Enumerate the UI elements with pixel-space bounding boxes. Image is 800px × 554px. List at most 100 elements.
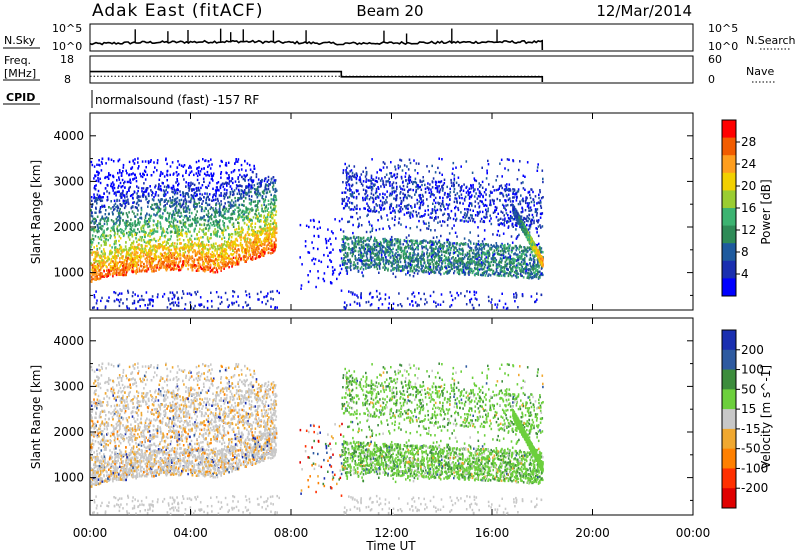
echo-cell <box>502 253 505 257</box>
echo-cell <box>119 265 121 268</box>
echo-cell <box>148 253 150 256</box>
echo-cell <box>184 232 187 235</box>
echo-cell <box>250 245 253 248</box>
echo-cell <box>173 193 176 196</box>
echo-cell <box>94 266 96 269</box>
echo-cell <box>160 262 162 265</box>
echo-cell <box>228 237 230 241</box>
echo-cell <box>154 214 157 217</box>
echo-cell <box>268 183 270 186</box>
echo-cell <box>184 223 186 226</box>
echo-cell <box>268 241 271 244</box>
echo-cell <box>171 190 173 193</box>
echo-cell <box>215 268 218 272</box>
echo-cell <box>207 244 210 247</box>
echo-cell <box>213 193 216 196</box>
echo-cell <box>126 251 128 254</box>
echo-cell <box>242 228 244 231</box>
echo-cell <box>479 262 482 265</box>
echo-cell <box>200 218 202 221</box>
echo-cell <box>197 188 200 192</box>
echo-cell <box>214 228 216 231</box>
echo-cell <box>204 266 207 269</box>
echo-cell <box>412 181 415 184</box>
echo-cell <box>97 180 100 183</box>
echo-cell <box>237 234 240 238</box>
echo-cell <box>274 181 276 184</box>
echo-cell <box>114 264 116 268</box>
echo-cell <box>260 180 262 183</box>
echo-cell <box>153 258 156 262</box>
echo-cell <box>173 252 175 255</box>
echo-cell <box>223 197 226 200</box>
echo-cell <box>132 261 134 264</box>
echo-cell <box>103 219 106 223</box>
echo-cell <box>163 205 165 208</box>
echo-cell <box>160 170 162 174</box>
echo-cell <box>191 269 194 272</box>
echo-cell <box>169 165 172 168</box>
echo-cell <box>194 242 196 245</box>
echo-cell <box>233 211 235 214</box>
echo-cell <box>175 251 177 254</box>
echo-cell <box>131 259 134 263</box>
echo-cell <box>94 200 96 203</box>
echo-cell <box>137 238 140 241</box>
echo-cell <box>474 200 477 203</box>
echo-cell <box>452 245 455 248</box>
echo-cell <box>516 178 519 181</box>
echo-cell <box>100 160 103 164</box>
echo-cell <box>451 184 453 187</box>
echo-cell <box>136 265 138 269</box>
echo-cell <box>537 277 540 280</box>
echo-cell <box>371 224 373 227</box>
echo-cell <box>380 215 382 218</box>
echo-cell <box>273 246 276 249</box>
echo-cell <box>91 215 94 218</box>
echo-cell <box>120 172 123 175</box>
echo-cell <box>102 233 104 237</box>
echo-cell <box>160 260 163 264</box>
echo-cell <box>158 178 161 181</box>
echo-cell <box>112 256 115 259</box>
echo-cell <box>421 183 423 187</box>
echo-cell <box>504 167 506 170</box>
echo-cell <box>275 231 278 234</box>
echo-cell <box>185 258 188 261</box>
echo-cell <box>154 184 157 187</box>
echo-cell <box>391 192 393 195</box>
echo-cell <box>248 194 250 198</box>
echo-cell <box>199 218 201 221</box>
echo-cell <box>448 261 450 264</box>
echo-cell <box>191 211 193 215</box>
echo-cell <box>220 268 222 271</box>
echo-cell <box>197 169 200 173</box>
echo-cell <box>272 188 275 191</box>
echo-cell <box>501 175 503 178</box>
echo-cell <box>254 243 257 246</box>
echo-cell <box>112 212 114 216</box>
echo-cell <box>240 197 243 200</box>
echo-cell <box>265 187 267 191</box>
echo-cell <box>263 239 266 242</box>
echo-cell <box>197 250 200 254</box>
echo-cell <box>135 224 138 227</box>
echo-cell <box>207 262 210 265</box>
echo-cell <box>198 239 200 242</box>
echo-cell <box>147 160 150 163</box>
echo-cell <box>95 266 98 269</box>
echo-cell <box>274 187 277 191</box>
echo-cell <box>220 258 223 262</box>
echo-cell <box>275 213 277 216</box>
echo-cell <box>507 193 510 196</box>
echo-cell <box>163 247 166 250</box>
echo-cell <box>120 261 123 264</box>
echo-cell <box>481 186 484 189</box>
echo-cell <box>239 241 242 245</box>
echo-cell <box>232 210 234 213</box>
echo-cell <box>448 245 450 249</box>
echo-cell <box>133 262 135 266</box>
echo-cell <box>102 255 105 258</box>
echo-cell <box>210 217 213 221</box>
echo-cell <box>135 179 138 183</box>
